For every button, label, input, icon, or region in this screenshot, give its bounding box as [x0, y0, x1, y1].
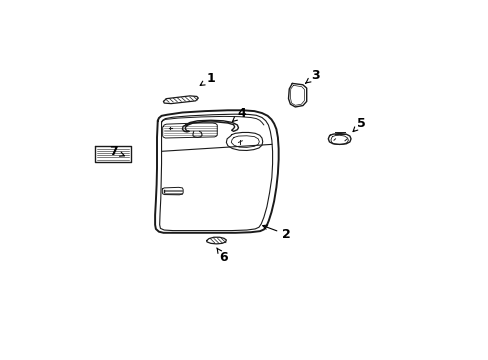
Text: 4: 4 [232, 107, 246, 121]
Text: 7: 7 [109, 145, 124, 158]
Text: 3: 3 [305, 69, 319, 83]
Text: 5: 5 [352, 117, 365, 132]
Text: 6: 6 [216, 248, 227, 264]
Text: 2: 2 [262, 225, 290, 241]
Text: 1: 1 [200, 72, 215, 85]
